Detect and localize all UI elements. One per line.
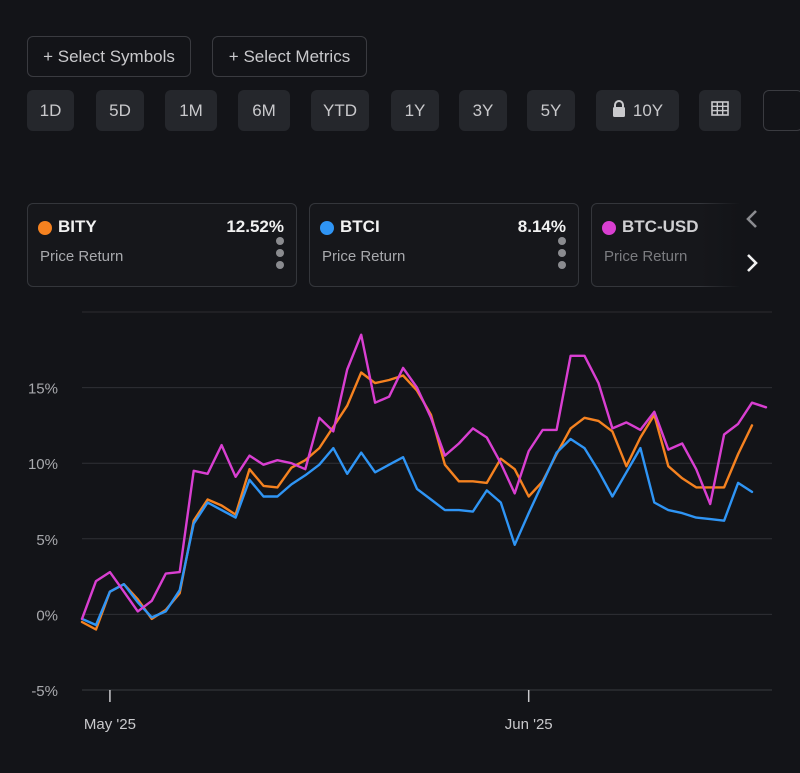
card-value: 12.52%	[226, 217, 284, 236]
btci-color-dot	[320, 221, 334, 235]
lock-icon	[612, 99, 626, 122]
btc-usd-color-dot	[602, 221, 616, 235]
kebab-menu-icon[interactable]	[558, 237, 566, 273]
range-1d-button[interactable]: 1D	[27, 90, 74, 131]
series-line-bity	[80, 371, 754, 631]
card-symbol: BTCI	[340, 217, 380, 236]
range-1y-button[interactable]: 1Y	[391, 90, 439, 131]
card-bity[interactable]: BITY 12.52% Price Return	[27, 203, 297, 287]
table-view-button[interactable]	[699, 90, 741, 131]
range-10y-label: 10Y	[632, 100, 664, 120]
chevron-right-icon[interactable]	[742, 251, 762, 282]
card-value: 8.14%	[517, 217, 566, 236]
range-ytd-button[interactable]: YTD	[311, 90, 369, 131]
card-metric: Price Return	[604, 248, 688, 265]
chevron-left-icon[interactable]	[742, 207, 762, 238]
range-10y-button[interactable]: 10Y	[596, 90, 679, 131]
card-symbol: BTC-USD	[622, 217, 699, 236]
select-metrics-button[interactable]: + Select Metrics	[212, 36, 367, 77]
range-6m-button[interactable]: 6M	[238, 90, 290, 131]
range-5d-button[interactable]: 5D	[96, 90, 144, 131]
card-metric: Price Return	[40, 248, 124, 265]
range-3y-button[interactable]: 3Y	[459, 90, 507, 131]
series-line-btc-usd	[80, 333, 768, 621]
range-5y-button[interactable]: 5Y	[527, 90, 575, 131]
table-icon	[711, 100, 729, 121]
y-tick-label: 0%	[36, 607, 58, 624]
select-symbols-button[interactable]: + Select Symbols	[27, 36, 191, 77]
card-metric: Price Return	[322, 248, 406, 265]
y-tick-label: -5%	[31, 683, 58, 700]
x-tick-label: Jun '25	[505, 716, 553, 733]
y-tick-label: 5%	[36, 532, 58, 549]
bity-color-dot	[38, 221, 52, 235]
y-tick-label: 10%	[28, 456, 58, 473]
range-1m-button[interactable]: 1M	[165, 90, 217, 131]
card-btci[interactable]: BTCI 8.14% Price Return	[309, 203, 579, 287]
card-symbol: BITY	[58, 217, 97, 236]
y-tick-label: 15%	[28, 381, 58, 398]
more-options-button[interactable]	[763, 90, 800, 131]
series-line-btci	[80, 437, 754, 627]
x-tick-label: May '25	[84, 716, 136, 733]
kebab-menu-icon[interactable]	[276, 237, 284, 273]
